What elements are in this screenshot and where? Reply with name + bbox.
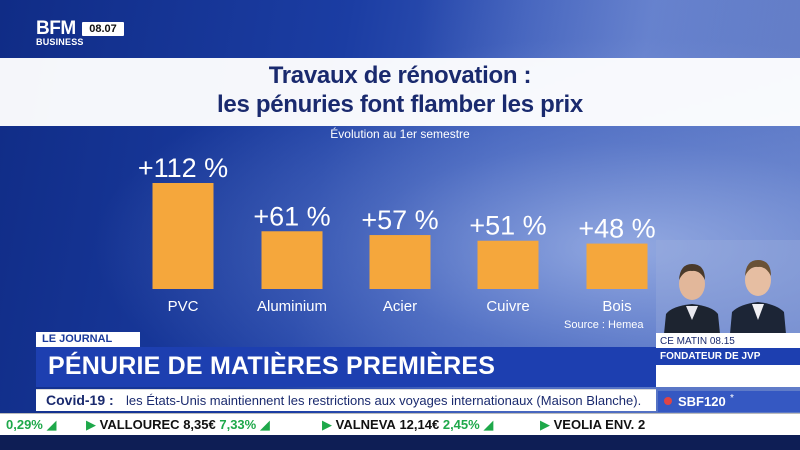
category-label: PVC <box>168 298 199 315</box>
chart-title-line2: les pénuries font flamber les prix <box>217 91 583 118</box>
ticker-change: 7,33% <box>219 417 257 432</box>
ticker-item: ▶ VALNEVA 12,14€ 2,45% ◢ <box>322 417 493 433</box>
ticker-name: VEOLIA ENV. <box>553 417 635 432</box>
bar-value-label: +112 % <box>138 153 228 183</box>
bottom-strip <box>0 435 800 450</box>
ticker-change: 0,29% <box>6 417 43 432</box>
category-label: Aluminium <box>257 298 327 315</box>
bar-aluminium <box>261 231 323 289</box>
program-tag: LE JOURNAL <box>36 332 140 347</box>
ticker-price: 8,35€ <box>183 417 216 432</box>
chart-subtitle: Évolution au 1er semestre <box>330 127 470 141</box>
up-arrow-icon: ◢ <box>483 417 494 432</box>
logo-subtext: BUSINESS <box>36 37 84 47</box>
up-arrow-icon: ▶ <box>86 417 96 432</box>
index-name: SBF120 <box>678 394 726 409</box>
news-bar <box>36 389 656 411</box>
bar-pvc <box>152 183 214 289</box>
index-indicator-icon <box>664 397 672 405</box>
chart-source: Source : Hemea <box>564 319 644 331</box>
bar-bois <box>586 243 648 289</box>
news-topic: Covid-19 : <box>46 392 114 408</box>
ticker-price: 2 <box>637 417 646 432</box>
up-arrow-icon: ▶ <box>540 417 550 432</box>
ticker-item: 0,29% ◢ <box>6 417 57 433</box>
ticker-name: VALNEVA <box>335 417 396 432</box>
up-arrow-icon: ◢ <box>259 417 270 432</box>
ticker-change: 2,45% <box>442 417 480 432</box>
news-text: les États-Unis maintiennent les restrict… <box>126 393 642 408</box>
headline: PÉNURIE DE MATIÈRES PREMIÈRES <box>48 352 496 380</box>
category-label: Acier <box>383 298 417 315</box>
category-label: Cuivre <box>486 298 529 315</box>
title-band <box>0 58 800 126</box>
ticker-item: ▶ VALLOUREC 8,35€ 7,33% ◢ <box>86 417 270 433</box>
bar-cuivre <box>477 240 539 289</box>
category-label: Bois <box>602 298 631 315</box>
bar-chart: +112 % PVC +61 % Aluminium +57 % Acier +51 % Cu… <box>138 153 656 315</box>
bar-acier <box>369 235 431 289</box>
ticker-price: 12,14€ <box>399 417 440 432</box>
guest-role: FONDATEUR DE JVP <box>656 348 800 365</box>
background-highlight <box>420 0 800 60</box>
bar-value-label: +61 % <box>253 201 330 231</box>
bar-value-label: +48 % <box>578 214 655 244</box>
headline-bar <box>36 347 656 387</box>
up-arrow-icon: ◢ <box>46 417 57 432</box>
stock-ticker: 0,29% ◢ ▶ VALLOUREC 8,35€ 7,33% ◢ ▶ VALN… <box>0 413 800 436</box>
ticker-item: ▶ VEOLIA ENV. 2 <box>540 417 645 433</box>
bar-value-label: +57 % <box>361 205 438 235</box>
index-star: * <box>730 393 734 404</box>
guest-photos <box>656 240 800 334</box>
logo-text: BFM <box>36 18 76 39</box>
ticker-name: VALLOUREC <box>99 417 180 432</box>
clock: 08.07 <box>82 22 124 36</box>
up-arrow-icon: ▶ <box>322 417 332 432</box>
show-time: CE MATIN 08.15 <box>660 336 735 347</box>
index-box <box>658 391 800 412</box>
chart-title: Travaux de rénovation : <box>268 62 532 89</box>
bar-value-label: +51 % <box>469 211 546 241</box>
channel-logo: BFM BUSINESS <box>36 18 84 47</box>
